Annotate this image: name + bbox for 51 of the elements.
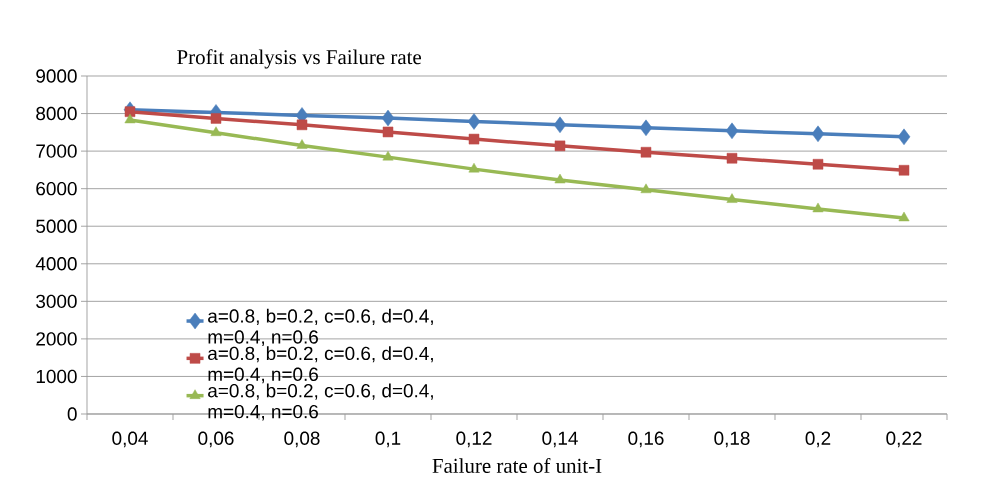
point bbox=[382, 126, 394, 138]
x-axis-title: Failure rate of unit-I bbox=[432, 458, 602, 473]
y-tick-label: 9000 bbox=[36, 69, 77, 83]
x-tick-label: 0,14 bbox=[542, 431, 578, 448]
x-tick-label: 0,2 bbox=[805, 431, 831, 448]
point bbox=[553, 116, 567, 134]
point bbox=[210, 126, 222, 136]
point bbox=[812, 202, 824, 213]
point bbox=[554, 140, 566, 152]
y-tick-label: 2000 bbox=[36, 332, 77, 346]
y-tick-label: 7000 bbox=[36, 144, 77, 158]
point bbox=[811, 125, 825, 143]
point bbox=[898, 211, 910, 222]
point bbox=[382, 150, 394, 161]
point bbox=[467, 113, 481, 130]
y-tick-label: 8000 bbox=[36, 106, 77, 121]
x-tick-label: 0,22 bbox=[886, 431, 922, 448]
point bbox=[468, 162, 480, 173]
x-tick-label: 0,08 bbox=[284, 431, 320, 448]
point bbox=[640, 146, 652, 158]
x-tick-label: 0,16 bbox=[628, 431, 664, 448]
x-tick-label: 0,1 bbox=[375, 431, 401, 448]
x-tick-label: 0,18 bbox=[714, 431, 750, 448]
point bbox=[124, 113, 136, 124]
y-tick-label: 6000 bbox=[36, 181, 77, 196]
y-tick-label: 1000 bbox=[36, 369, 77, 384]
y-tick-label: 5000 bbox=[36, 219, 77, 233]
chart-title: Profit analysis vs Failure rate bbox=[177, 49, 421, 69]
point bbox=[554, 173, 566, 184]
point bbox=[898, 165, 910, 176]
y-tick-label: 3000 bbox=[36, 294, 77, 309]
point bbox=[296, 139, 308, 149]
legend-label: a=0.8, b=0.2, c=0.6, d=0.4, m=0.4, n=0.6 bbox=[208, 383, 433, 421]
point bbox=[124, 106, 136, 117]
point bbox=[639, 119, 653, 137]
point bbox=[725, 122, 739, 140]
point bbox=[726, 193, 738, 203]
point bbox=[381, 109, 395, 127]
x-tick-label: 0,12 bbox=[456, 431, 492, 448]
x-tick-label: 0,04 bbox=[112, 431, 148, 448]
point bbox=[726, 153, 738, 164]
point bbox=[210, 113, 222, 124]
point bbox=[468, 133, 480, 145]
point bbox=[812, 159, 824, 170]
point bbox=[897, 128, 911, 146]
y-tick-label: 0 bbox=[67, 407, 77, 421]
point bbox=[296, 119, 308, 131]
legend-label: a=0.8, b=0.2, c=0.6, d=0.4, m=0.4, n=0.6 bbox=[208, 308, 433, 346]
x-tick-label: 0,06 bbox=[198, 431, 234, 448]
y-tick-label: 4000 bbox=[35, 257, 77, 271]
point bbox=[640, 183, 652, 194]
